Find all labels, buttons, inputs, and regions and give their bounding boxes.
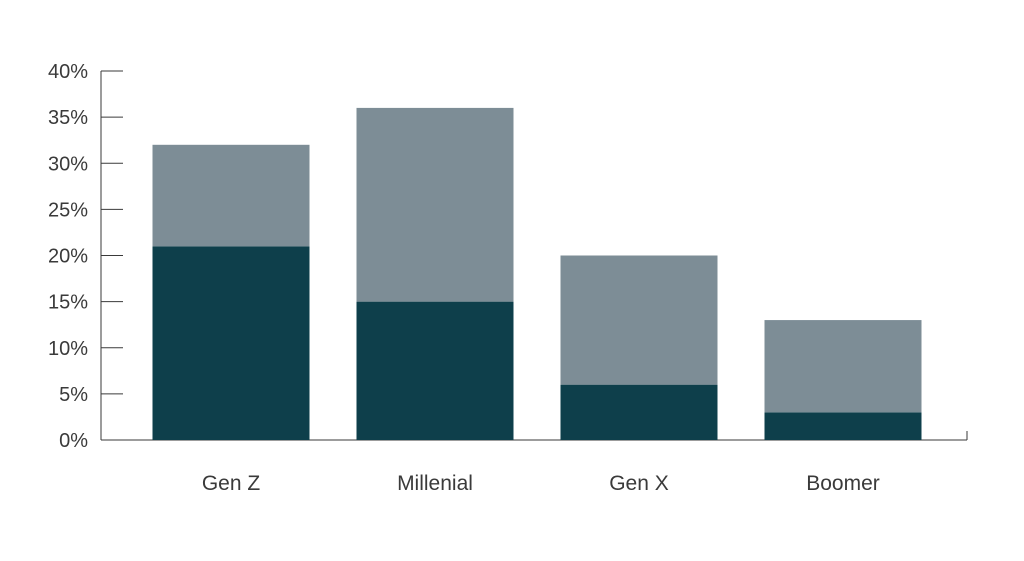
category-labels: Gen Z Millenial Gen X Boomer: [202, 472, 880, 495]
bar-segment-bottom-2: [560, 384, 718, 440]
y-tick-label: 10%: [48, 338, 88, 360]
bar-segment-top-3: [764, 320, 922, 413]
y-tick-label: 20%: [48, 246, 88, 268]
y-tick-label: 25%: [48, 199, 88, 221]
bar-segment-top-0: [152, 144, 310, 247]
x-category-label: Boomer: [806, 472, 880, 495]
bar-segment-top-1: [356, 107, 514, 302]
x-category-label: Gen X: [609, 472, 669, 495]
y-tick-label: 0%: [59, 430, 88, 452]
y-tick-label: 30%: [48, 153, 88, 175]
bars-group: [152, 107, 922, 440]
bar-segment-bottom-3: [764, 412, 922, 440]
y-tick-label: 5%: [59, 384, 88, 406]
bar-segment-top-2: [560, 255, 718, 385]
bar-segment-bottom-1: [356, 301, 514, 440]
y-tick-label: 15%: [48, 292, 88, 314]
x-category-label: Millenial: [397, 472, 473, 495]
y-tick-label: 40%: [48, 61, 88, 83]
y-axis: 0% 5% 10% 15% 20% 25% 30% 35% 40%: [48, 61, 123, 452]
x-category-label: Gen Z: [202, 472, 261, 495]
y-tick-label: 35%: [48, 107, 88, 129]
bar-segment-bottom-0: [152, 246, 310, 440]
